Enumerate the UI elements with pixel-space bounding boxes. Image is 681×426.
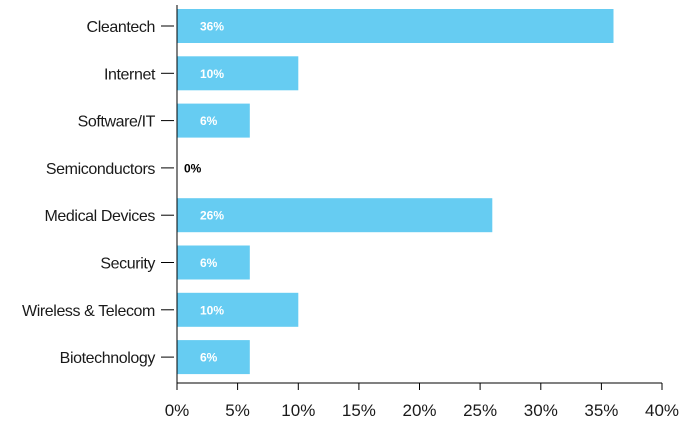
x-tick-label: 25% [463, 401, 497, 420]
x-axis: 0% 5% 10% 15% 20% 25% 30% 35% 40% [165, 5, 679, 420]
bar-software-it [177, 103, 250, 138]
data-label: 6% [200, 256, 218, 270]
data-label: 10% [200, 303, 224, 317]
data-label: 36% [200, 20, 224, 34]
category-label: Medical Devices [45, 208, 156, 225]
bars-layer: 36% 10% 6% 0% 26% 6% 10% 6% [177, 9, 614, 375]
data-label: 6% [200, 114, 218, 128]
x-tick-label: 30% [524, 401, 558, 420]
bar-biotechnology [177, 340, 250, 375]
category-labels-layer: Cleantech Internet Software/IT Semiconducto… [22, 19, 174, 367]
bar-medical-devices [177, 198, 493, 233]
category-label: Biotechnology [60, 350, 156, 367]
category-label: Wireless & Telecom [22, 303, 155, 320]
bar-wireless-telecom [177, 292, 299, 327]
bar-cleantech [177, 9, 614, 43]
x-tick-label: 20% [402, 401, 436, 420]
x-tick-label: 10% [281, 401, 315, 420]
data-label: 0% [184, 161, 202, 175]
bar-security [177, 245, 250, 280]
data-label: 6% [200, 351, 218, 365]
data-label: 10% [200, 67, 224, 81]
category-label: Cleantech [87, 19, 155, 36]
category-label: Internet [104, 66, 156, 83]
category-label: Semiconductors [46, 161, 156, 178]
x-tick-label: 0% [165, 401, 190, 420]
bar-internet [177, 56, 299, 91]
x-tick-label: 35% [584, 401, 618, 420]
x-tick-label: 40% [645, 401, 679, 420]
category-label: Software/IT [78, 114, 156, 131]
category-label: Security [100, 256, 155, 273]
data-label: 26% [200, 209, 224, 223]
x-tick-label: 15% [342, 401, 376, 420]
x-tick-label: 5% [225, 401, 250, 420]
